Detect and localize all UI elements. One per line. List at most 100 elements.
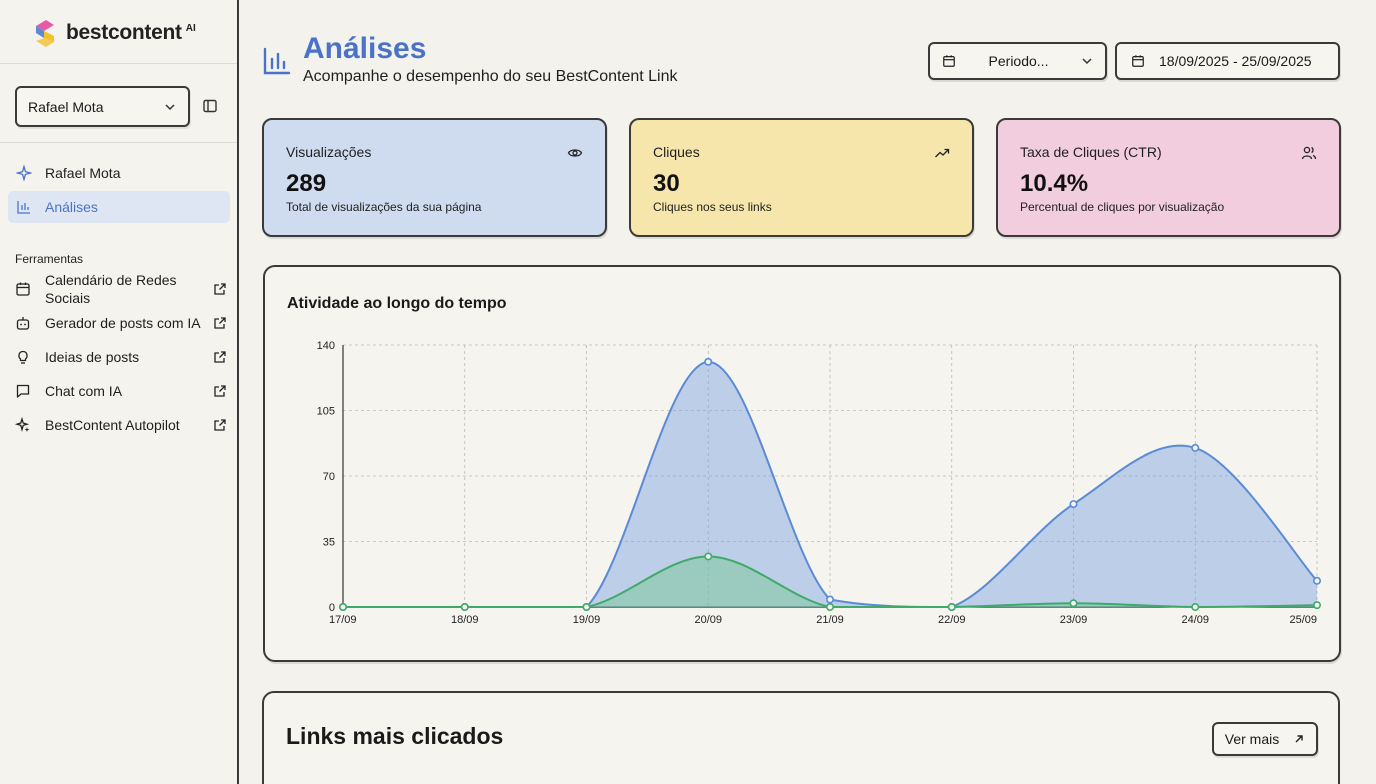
stat-card-ctr: Taxa de Cliques (CTR) 10.4% Percentual d… <box>996 118 1341 237</box>
brand-name: bestcontent <box>66 21 182 44</box>
chart-title: Atividade ao longo do tempo <box>287 295 507 312</box>
data-point <box>1191 443 1200 452</box>
date-range-value: 18/09/2025 - 25/09/2025 <box>1159 53 1312 69</box>
data-point <box>339 602 348 611</box>
stat-title: Cliques <box>653 144 700 160</box>
sidebar-toggle-icon[interactable] <box>202 98 218 114</box>
user-select[interactable]: Rafael Mota <box>15 86 190 127</box>
page-title: Análises <box>303 32 427 65</box>
external-link-icon <box>214 351 226 363</box>
user-select-value: Rafael Mota <box>28 98 104 115</box>
period-select-value: Periodo... <box>988 53 1049 69</box>
date-range-picker[interactable]: 18/09/2025 - 25/09/2025 <box>1115 42 1340 80</box>
stat-title: Visualizações <box>286 144 372 160</box>
chat-icon <box>15 383 31 399</box>
stat-value: 289 <box>286 170 327 197</box>
series-area <box>343 361 1317 607</box>
bot-icon <box>15 315 31 331</box>
chevron-down-icon <box>1082 58 1092 65</box>
bar-chart-icon <box>16 199 32 215</box>
tools-section-label: Ferramentas <box>15 252 84 266</box>
period-select[interactable]: Periodo... <box>928 42 1107 80</box>
y-tick-label: 70 <box>323 471 335 483</box>
sidebar: bestcontent AI Rafael Mota Rafael Mota A… <box>0 0 239 784</box>
calendar-icon <box>1132 55 1144 67</box>
top-links-title: Links mais clicados <box>286 723 504 749</box>
data-point <box>1191 602 1200 611</box>
arrow-up-right-icon <box>1295 735 1303 743</box>
sparkle-icon <box>16 165 32 181</box>
x-tick-label: 24/09 <box>1181 614 1209 626</box>
page-subtitle: Acompanhe o desempenho do seu BestConten… <box>303 68 678 85</box>
external-link-icon <box>214 317 226 329</box>
see-more-label: Ver mais <box>1224 731 1280 747</box>
data-point <box>704 552 713 561</box>
x-tick-label: 23/09 <box>1060 614 1088 626</box>
sidebar-tool-autopilot[interactable]: BestContent Autopilot <box>15 416 227 434</box>
data-point <box>947 602 956 611</box>
stat-value: 30 <box>653 170 680 197</box>
sidebar-tool-post-ideas[interactable]: Ideias de posts <box>15 348 227 366</box>
sidebar-tool-label: Calendário de Redes Sociais <box>45 272 177 306</box>
sidebar-item-profile[interactable]: Rafael Mota <box>8 157 230 189</box>
sidebar-item-label: Análises <box>45 199 98 215</box>
external-link-icon <box>214 419 226 431</box>
data-point <box>1069 500 1078 509</box>
sidebar-tool-post-generator[interactable]: Gerador de posts com IA <box>15 314 227 332</box>
sidebar-item-label: Rafael Mota <box>45 165 121 181</box>
x-tick-label: 20/09 <box>694 614 722 626</box>
data-point <box>1313 601 1322 610</box>
y-tick-label: 35 <box>323 537 335 549</box>
activity-chart-card: Atividade ao longo do tempo 0 35 70 105 140 1… <box>263 265 1341 662</box>
y-tick-label: 140 <box>317 340 335 352</box>
calendar-icon <box>15 281 31 297</box>
activity-chart: 0 35 70 105 140 17/09 18/09 19/09 20/09 21/09 22/0… <box>317 340 1322 626</box>
stat-card-views: Visualizações 289 Total de visualizações… <box>262 118 607 237</box>
lightbulb-icon <box>15 349 31 365</box>
sidebar-tool-label: BestContent Autopilot <box>45 417 180 433</box>
y-tick-label: 0 <box>329 602 335 614</box>
data-point <box>1069 599 1078 608</box>
autopilot-icon <box>15 417 31 433</box>
sidebar-divider <box>0 63 237 64</box>
see-more-button[interactable]: Ver mais <box>1212 722 1318 756</box>
brand-logo[interactable]: bestcontent AI <box>34 18 196 48</box>
data-point <box>704 357 713 366</box>
stat-title: Taxa de Cliques (CTR) <box>1020 144 1162 160</box>
sidebar-tool-calendar[interactable]: Calendário de Redes Sociais <box>15 271 227 307</box>
data-point <box>825 602 834 611</box>
data-point <box>825 595 834 604</box>
sidebar-tool-label: Chat com IA <box>45 383 123 399</box>
data-point <box>582 602 591 611</box>
external-link-icon <box>214 283 226 295</box>
chevron-down-icon <box>165 103 175 110</box>
sidebar-divider <box>0 142 237 143</box>
stat-desc: Cliques nos seus links <box>653 200 772 214</box>
bar-chart-icon <box>263 47 291 75</box>
data-point <box>460 602 469 611</box>
brand-mark-icon <box>36 20 54 47</box>
users-icon <box>1301 146 1317 160</box>
x-tick-label: 25/09 <box>1289 614 1317 626</box>
x-tick-label: 19/09 <box>573 614 601 626</box>
stat-value: 10.4% <box>1020 170 1089 197</box>
sidebar-tool-label: Ideias de posts <box>45 349 140 365</box>
stat-desc: Percentual de cliques por visualização <box>1020 200 1225 214</box>
eye-icon <box>567 149 583 157</box>
data-point <box>1313 576 1322 585</box>
sidebar-item-analytics[interactable]: Análises <box>8 191 230 223</box>
calendar-icon <box>943 55 955 67</box>
x-tick-label: 17/09 <box>329 614 357 626</box>
stat-desc: Total de visualizações da sua página <box>286 200 482 214</box>
sidebar-tool-label: Gerador de posts com IA <box>45 315 201 331</box>
y-tick-label: 105 <box>317 406 335 418</box>
brand-suffix: AI <box>185 22 196 34</box>
x-tick-label: 22/09 <box>938 614 966 626</box>
x-tick-label: 18/09 <box>451 614 479 626</box>
top-links-card: Links mais clicados Ver mais <box>262 691 1340 784</box>
trend-up-icon <box>935 148 950 158</box>
external-link-icon <box>214 385 226 397</box>
sidebar-tool-chat[interactable]: Chat com IA <box>15 382 227 400</box>
x-tick-label: 21/09 <box>816 614 844 626</box>
stat-card-clicks: Cliques 30 Cliques nos seus links <box>629 118 974 237</box>
